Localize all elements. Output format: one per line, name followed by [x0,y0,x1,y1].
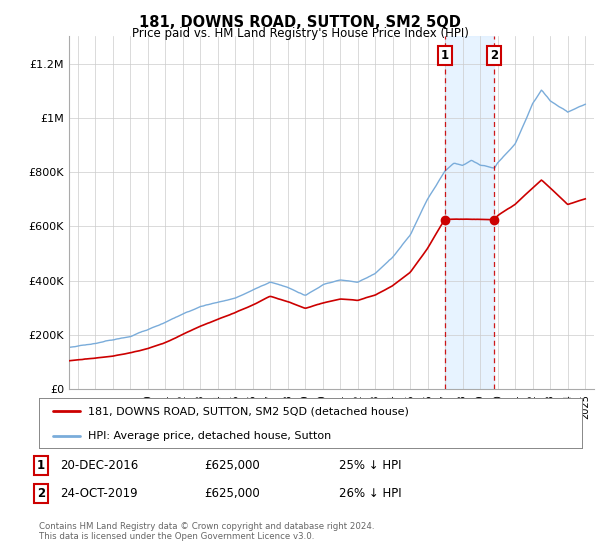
Text: 24-OCT-2019: 24-OCT-2019 [60,487,137,501]
Text: 20-DEC-2016: 20-DEC-2016 [60,459,138,473]
Text: Contains HM Land Registry data © Crown copyright and database right 2024.
This d: Contains HM Land Registry data © Crown c… [39,522,374,542]
Text: 181, DOWNS ROAD, SUTTON, SM2 5QD (detached house): 181, DOWNS ROAD, SUTTON, SM2 5QD (detach… [88,406,409,416]
Text: HPI: Average price, detached house, Sutton: HPI: Average price, detached house, Sutt… [88,431,331,441]
Text: £625,000: £625,000 [204,459,260,473]
Text: 2: 2 [490,49,499,62]
Text: 1: 1 [440,49,449,62]
Text: 181, DOWNS ROAD, SUTTON, SM2 5QD: 181, DOWNS ROAD, SUTTON, SM2 5QD [139,15,461,30]
Text: £625,000: £625,000 [204,487,260,501]
Text: 25% ↓ HPI: 25% ↓ HPI [339,459,401,473]
Text: Price paid vs. HM Land Registry's House Price Index (HPI): Price paid vs. HM Land Registry's House … [131,27,469,40]
Text: 1: 1 [37,459,45,473]
Text: 26% ↓ HPI: 26% ↓ HPI [339,487,401,501]
Bar [445,36,494,389]
Text: 2: 2 [37,487,45,501]
